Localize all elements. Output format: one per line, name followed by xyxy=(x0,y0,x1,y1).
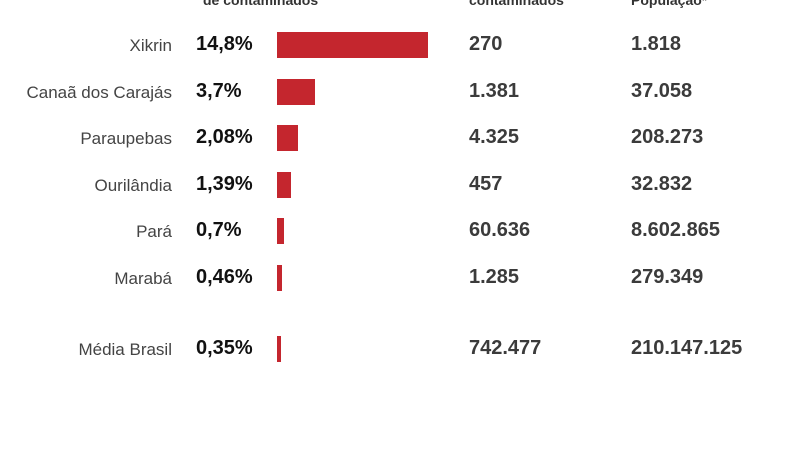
populacao-value: 37.058 xyxy=(631,80,693,102)
percent-bar xyxy=(277,336,281,362)
contaminados-value: 742.477 xyxy=(469,337,542,359)
percent-bar xyxy=(277,265,282,291)
category-label: Paraupebas xyxy=(80,129,172,148)
populacao-value: 210.147.125 xyxy=(631,337,743,359)
contaminados-value: 4.325 xyxy=(469,126,520,148)
table-row: Média Brasil 0,35% 742.477 210.147.125 xyxy=(0,334,800,366)
percent-value: 0,7% xyxy=(196,219,242,241)
populacao-value: 32.832 xyxy=(631,173,693,195)
percent-bar xyxy=(277,79,315,105)
populacao-value: 8.602.865 xyxy=(631,219,720,241)
table-row: Pará 0,7% 60.636 8.602.865 xyxy=(0,216,800,248)
percent-bar xyxy=(277,218,284,244)
category-label: Xikrin xyxy=(129,36,172,55)
contaminados-value: 1.285 xyxy=(469,266,520,288)
table-row: Marabá 0,46% 1.285 279.349 xyxy=(0,263,800,295)
category-label: Ourilândia xyxy=(94,176,173,195)
percent-value: 1,39% xyxy=(196,173,253,195)
populacao-value: 279.349 xyxy=(631,266,704,288)
percent-value: 0,46% xyxy=(196,266,253,288)
percent-column-header: de contaminados xyxy=(203,0,319,8)
percent-value: 3,7% xyxy=(196,80,242,102)
table-row: Canaã dos Carajás 3,7% 1.381 37.058 xyxy=(0,77,800,109)
percent-bar xyxy=(277,172,291,198)
percent-bar xyxy=(277,32,428,58)
contaminados-column-header: contaminados xyxy=(469,0,564,8)
percent-bar xyxy=(277,125,298,151)
populacao-value: 1.818 xyxy=(631,33,682,55)
percent-value: 2,08% xyxy=(196,126,253,148)
table-row: Ourilândia 1,39% 457 32.832 xyxy=(0,170,800,202)
category-label: Pará xyxy=(136,222,172,241)
table-row: Paraupebas 2,08% 4.325 208.273 xyxy=(0,123,800,155)
contaminados-value: 457 xyxy=(469,173,503,195)
percent-value: 14,8% xyxy=(196,33,253,55)
table-row: Xikrin 14,8% 270 1.818 xyxy=(0,30,800,62)
populacao-column-header: População* xyxy=(631,0,708,8)
percent-value: 0,35% xyxy=(196,337,253,359)
category-label: Canaã dos Carajás xyxy=(26,83,172,102)
contaminados-value: 1.381 xyxy=(469,80,520,102)
category-label: Média Brasil xyxy=(78,340,172,359)
contaminados-value: 60.636 xyxy=(469,219,531,241)
category-label: Marabá xyxy=(114,269,172,288)
populacao-value: 208.273 xyxy=(631,126,704,148)
contaminados-value: 270 xyxy=(469,33,503,55)
